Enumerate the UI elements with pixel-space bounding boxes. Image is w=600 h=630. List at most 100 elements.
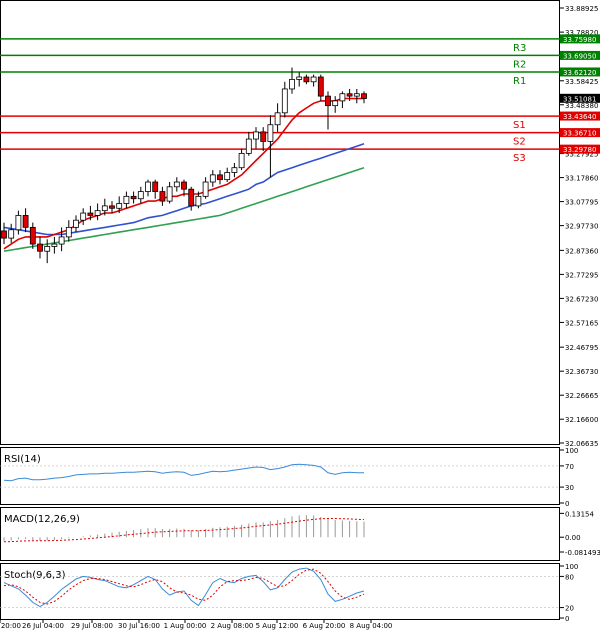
candle-body (195, 195, 202, 207)
stoch-tick-label: 80 (565, 573, 574, 581)
candle-body (353, 93, 360, 97)
candle-body (274, 112, 281, 126)
candle-body (202, 181, 209, 197)
candle-body (94, 210, 101, 216)
rsi-line (3, 463, 364, 482)
candle-body (209, 174, 216, 183)
level-label-r3: R3 (513, 43, 526, 54)
stoch-tick-label: 20 (565, 605, 574, 613)
macd-tick-label: 0.00 (565, 534, 581, 542)
rsi-panel (0, 447, 560, 505)
price-tick-label: 33.07795 (565, 199, 598, 207)
candle-body (231, 167, 238, 173)
candle-body (130, 195, 137, 200)
macd-series-layer: MACD(12,26,9) (3, 514, 365, 543)
level-tag-s2: 33.36710 (563, 130, 596, 138)
rsi-label: RSI(14) (4, 454, 41, 465)
candle-body (58, 236, 65, 245)
candle-body (317, 76, 324, 97)
candle-body (73, 219, 79, 228)
candle-body (123, 195, 130, 204)
candle-body (8, 229, 15, 239)
level-label-r1: R1 (513, 76, 526, 87)
candle-body (281, 88, 288, 114)
candle-body (65, 226, 72, 238)
macd-tick-label: -0.081493 (565, 549, 600, 557)
x-tick-label: 8 Aug 04:00 (350, 622, 393, 630)
macd-label: MACD(12,26,9) (4, 514, 80, 525)
rsi-tick-label: 30 (565, 484, 574, 492)
candle-body (339, 93, 346, 102)
price-tick-label: 32.46795 (565, 344, 598, 352)
x-tick-label: 2 Aug 08:00 (211, 622, 254, 630)
level-tag-bg (560, 111, 600, 121)
price-tick-label: 32.87360 (565, 247, 598, 255)
price-tick-label: 33.48380 (565, 102, 598, 110)
level-label-s2: S2 (513, 137, 526, 148)
price-tick-label: 32.57165 (565, 319, 598, 327)
level-tag-r3: 33.75980 (563, 36, 596, 44)
level-tag-bg (560, 128, 600, 138)
level-tag-r1: 33.62120 (563, 69, 596, 77)
price-tick-label: 33.58425 (565, 78, 598, 86)
level-tag-s1: 33.43640 (563, 113, 596, 121)
price-tick-label: 33.27925 (565, 151, 598, 159)
candle-body (296, 76, 303, 80)
x-tick-label: 29 Jul 08:00 (71, 622, 113, 630)
candle-body (253, 131, 259, 140)
stoch-tick-label: 0 (565, 615, 569, 623)
candle-body (109, 205, 115, 209)
candle-body (173, 181, 180, 188)
stoch-d-line (3, 568, 365, 605)
level-tag-bg (560, 34, 600, 44)
candle-body (29, 226, 36, 245)
x-tick-label: 5 Aug 12:00 (256, 622, 299, 630)
candle-body (1, 230, 7, 239)
candle-body (289, 79, 295, 90)
x-tick-label: 26 Jul 04:00 (22, 622, 64, 630)
candle-body (159, 191, 166, 202)
candle-body (332, 100, 339, 107)
candle-body (303, 76, 310, 83)
candle-body (116, 203, 123, 209)
candle-body (245, 138, 252, 154)
candle-body (325, 95, 331, 107)
level-tag-s3: 33.29780 (563, 146, 596, 154)
candle-body (217, 174, 223, 181)
macd-tick-label: 0.13154 (565, 510, 594, 518)
rsi-tick-label: 0 (565, 500, 569, 508)
stoch-label: Stoch(9,6,3) (4, 570, 66, 581)
level-label-s1: S1 (513, 120, 526, 131)
candle-body (37, 243, 43, 252)
stoch-series-layer: Stoch(9,6,3) (0, 567, 560, 608)
price-tick-label: 32.16600 (565, 416, 598, 424)
price-tick-label: 32.77295 (565, 271, 598, 279)
price-tick-label: 32.67230 (565, 295, 598, 303)
candle-body (361, 93, 367, 99)
level-label-r2: R2 (513, 59, 526, 70)
candle-body (224, 172, 231, 181)
price-tick-label: 32.06635 (565, 440, 598, 448)
x-tick-label: 30 Jul 16:00 (118, 622, 160, 630)
axes-layer: 33.88925 33.78820 33.58425 33.48380 33.27925… (0, 5, 600, 630)
current-price-tag-bg (560, 93, 600, 103)
macd-panel (0, 507, 560, 561)
ma-mid-line (3, 143, 365, 236)
x-tick-label: 1 Aug 00:00 (164, 622, 207, 630)
candle-body (152, 181, 159, 192)
candle-body (145, 181, 151, 192)
candle-body (137, 191, 144, 200)
x-tick-label: 25 Jul 20:00 (0, 622, 21, 630)
candle-body (238, 152, 245, 169)
price-tick-label: 33.88925 (565, 5, 598, 13)
candle-body (22, 215, 29, 228)
candle-body (87, 212, 94, 216)
candle-body (101, 205, 108, 212)
candle-body (260, 131, 267, 142)
rsi-tick-label: 70 (565, 463, 574, 471)
price-tick-label: 33.17860 (565, 175, 598, 183)
candle-body (267, 124, 274, 142)
price-tick-label: 32.26665 (565, 392, 598, 400)
candle-body (346, 93, 353, 97)
